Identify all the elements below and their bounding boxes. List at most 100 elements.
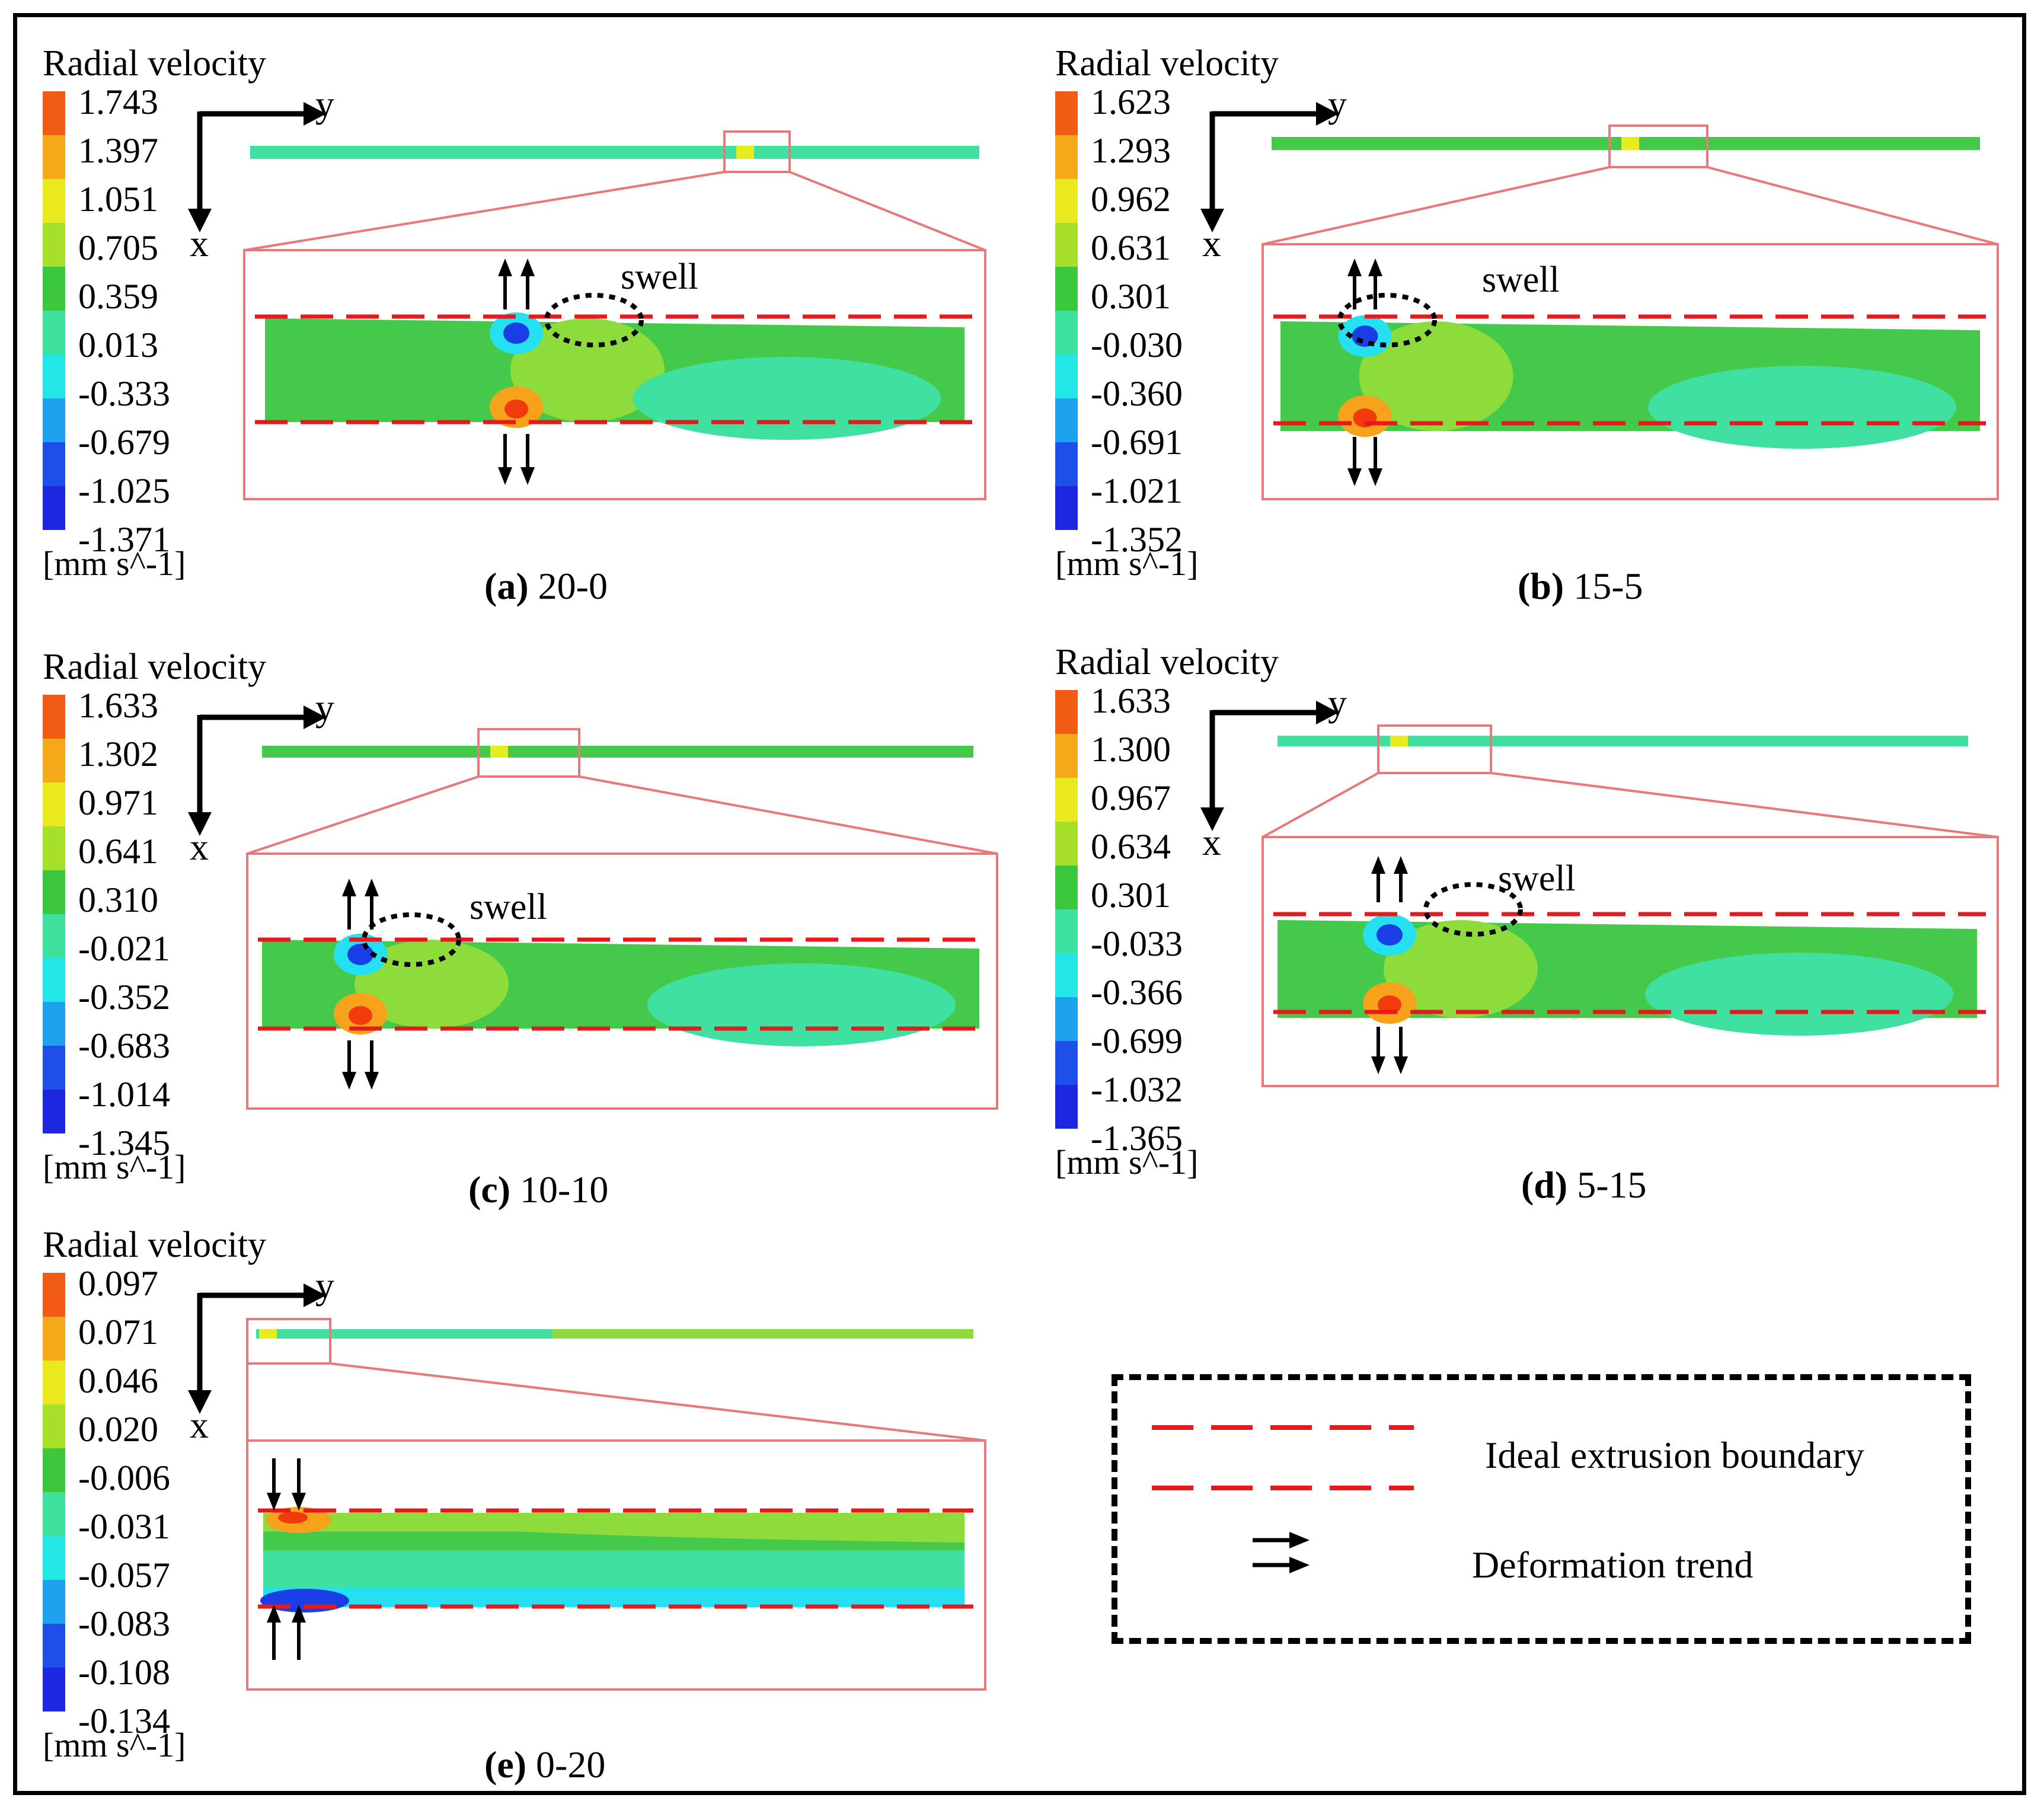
swell-label: swell: [621, 257, 698, 297]
y-axis-label: y: [315, 1264, 334, 1307]
colorbar-segment: [1055, 223, 1078, 267]
colorbar-tick-label: -0.030: [1091, 325, 1183, 365]
panel-caption: (e) 0-20: [484, 1743, 605, 1787]
colorbar-segment: [43, 1580, 65, 1624]
zoom-detail-box: [1261, 243, 1999, 500]
colorbar-tick-label: 1.397: [78, 131, 158, 170]
deformation-arrowhead: [267, 1605, 281, 1623]
zoom-source-box: [477, 728, 580, 778]
field-diagram: yx: [188, 1264, 986, 1691]
colorbar-segment: [43, 267, 65, 311]
y-axis-arrowhead: [304, 705, 326, 729]
colorbar-segment: [1055, 486, 1078, 530]
colorbar-unit: [mm s^-1]: [1055, 1143, 1199, 1181]
colorbar-segment: [43, 1536, 65, 1580]
colorbar-segment: [43, 442, 65, 486]
colorbar-segment: [43, 1273, 65, 1317]
deformation-arrowhead: [1371, 856, 1385, 874]
deformation-arrowhead: [1394, 856, 1408, 874]
colorbar-tick-label: 0.310: [78, 880, 158, 919]
deformation-arrowhead: [498, 467, 512, 485]
caption-letter: (b): [1518, 565, 1564, 607]
caption-letter: (d): [1521, 1164, 1568, 1206]
colorbar-segment: [1055, 1041, 1078, 1085]
colorbar-segment: [43, 1090, 65, 1133]
deformation-arrowhead: [342, 1072, 356, 1090]
panel-d: Radial velocity 1.633 1.300 0.967 0.634 0.301…: [1055, 641, 2044, 1234]
y-axis-arrowhead: [304, 1283, 326, 1307]
colorbar-tick-label: -0.366: [1091, 973, 1183, 1012]
y-axis-arrowhead: [1316, 701, 1339, 724]
colorbar-segment: [1055, 822, 1078, 866]
colorbar-segment: [43, 826, 65, 870]
zoom-connector-right: [789, 171, 986, 251]
velocity-field: [1280, 315, 1980, 449]
colorbar-tick-label: -0.683: [78, 1026, 170, 1065]
colorbar-tick-label: 0.071: [78, 1313, 158, 1352]
field-layer: [263, 1569, 964, 1589]
colorbar: [43, 695, 65, 1133]
field-zone: [633, 357, 941, 440]
zoom-detail-box: [246, 1439, 986, 1691]
x-axis-label: x: [190, 1404, 209, 1446]
colorbar-segment: [1055, 267, 1078, 311]
colorbar-title: Radial velocity: [43, 43, 267, 84]
colorbar-segment: [1055, 734, 1078, 778]
y-axis-label: y: [1328, 682, 1347, 724]
colorbar-segment: [1055, 690, 1078, 734]
panel-caption: (d) 5-15: [1521, 1163, 1647, 1207]
colorbar-unit: [mm s^-1]: [43, 1148, 186, 1186]
colorbar-tick-label: 1.300: [1091, 730, 1171, 769]
field-hotspot-negative-core: [1376, 924, 1403, 946]
caption-letter: (e): [484, 1743, 527, 1786]
colorbar-tick-label: -0.679: [78, 423, 170, 462]
field-layer: [263, 1588, 964, 1607]
field-layer: [263, 1513, 964, 1543]
panel-a: Radial velocity 1.743 1.397 1.051 0.705 0.359…: [43, 43, 1050, 636]
colorbar-tick-label: -0.699: [1091, 1021, 1183, 1061]
colorbar-tick-label: 0.641: [78, 832, 158, 871]
x-axis-label: x: [1202, 821, 1221, 863]
colorbar-tick-label: -0.031: [78, 1507, 170, 1546]
zoom-connector-right: [1707, 166, 1998, 245]
y-axis-label: y: [1328, 83, 1347, 125]
field-hotspot-positive-core: [504, 400, 528, 419]
caption-text: 0-20: [526, 1743, 606, 1786]
colorbar-segment: [1055, 135, 1078, 179]
colorbar-tick-label: -0.083: [78, 1604, 170, 1643]
colorbar-tick-label: -1.032: [1091, 1070, 1183, 1109]
colorbar-tick-label: 0.097: [78, 1264, 158, 1303]
overview-strip: [250, 146, 979, 159]
overview-strip-hotspot: [259, 1329, 277, 1339]
field-hotspot-negative-core: [503, 322, 529, 344]
colorbar-segment: [43, 398, 65, 442]
zoom-connector-right: [579, 775, 998, 855]
colorbar-tick-label: -0.033: [1091, 924, 1183, 963]
caption-text: 5-15: [1567, 1164, 1647, 1206]
colorbar-tick-label: -0.691: [1091, 423, 1183, 462]
colorbar-tick-label: -0.006: [78, 1458, 170, 1497]
deformation-arrowhead: [1394, 1056, 1408, 1074]
colorbar-tick-label: 1.633: [78, 686, 158, 725]
x-axis-label: x: [1202, 222, 1221, 264]
colorbar-tick-label: -0.333: [78, 374, 170, 413]
panel-caption: (a) 20-0: [484, 564, 608, 608]
legend-boundary-label: Ideal extrusion boundary: [1485, 1434, 1864, 1476]
legend-arrow-icon-bottom: [1253, 1557, 1310, 1573]
colorbar-tick-label: -1.365: [1091, 1119, 1183, 1158]
swell-marker: [1423, 882, 1523, 937]
field-zone: [1384, 920, 1538, 1018]
overview-strip: [1278, 736, 1968, 746]
deformation-arrowhead: [365, 1072, 379, 1090]
colorbar-tick-label: 0.359: [78, 277, 158, 316]
colorbar-segment: [43, 91, 65, 135]
zoom-source-box: [246, 1318, 331, 1365]
colorbar-segment: [1055, 1085, 1078, 1129]
colorbar: [43, 1273, 65, 1711]
x-axis-arrowhead: [1200, 209, 1224, 232]
field-diagram: y x swell: [188, 686, 998, 1110]
colorbar-segment: [43, 958, 65, 1002]
colorbar-tick-label: -0.057: [78, 1556, 170, 1595]
deformation-arrowhead: [1347, 258, 1362, 276]
colorbar-tick-label: 0.967: [1091, 778, 1171, 818]
